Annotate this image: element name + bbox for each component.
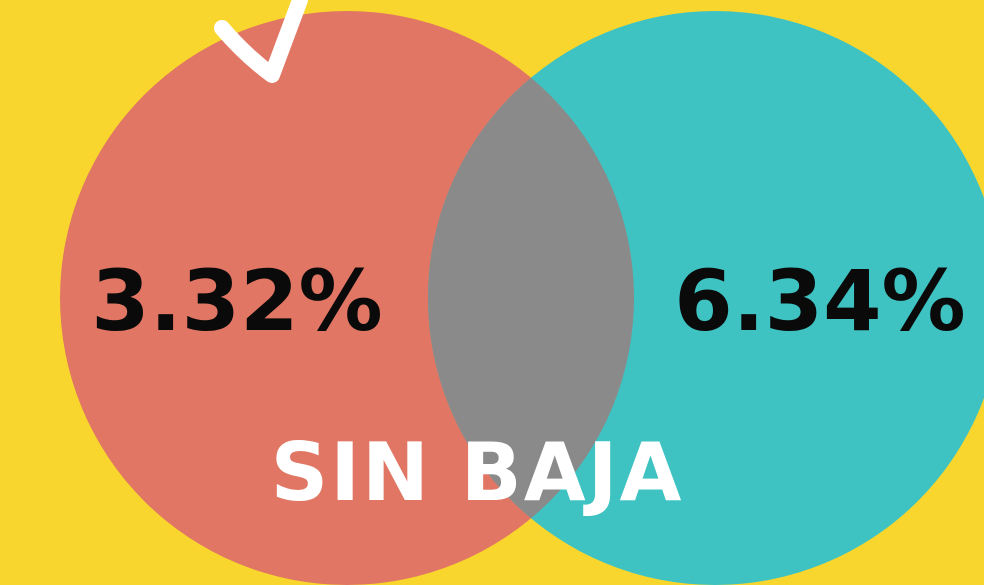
right-label: 6.34%	[674, 252, 965, 350]
arrow	[214, 0, 308, 83]
left-label: 3.32%	[91, 252, 382, 350]
caption: SIN BAJA	[271, 426, 684, 519]
overlap	[428, 11, 634, 585]
